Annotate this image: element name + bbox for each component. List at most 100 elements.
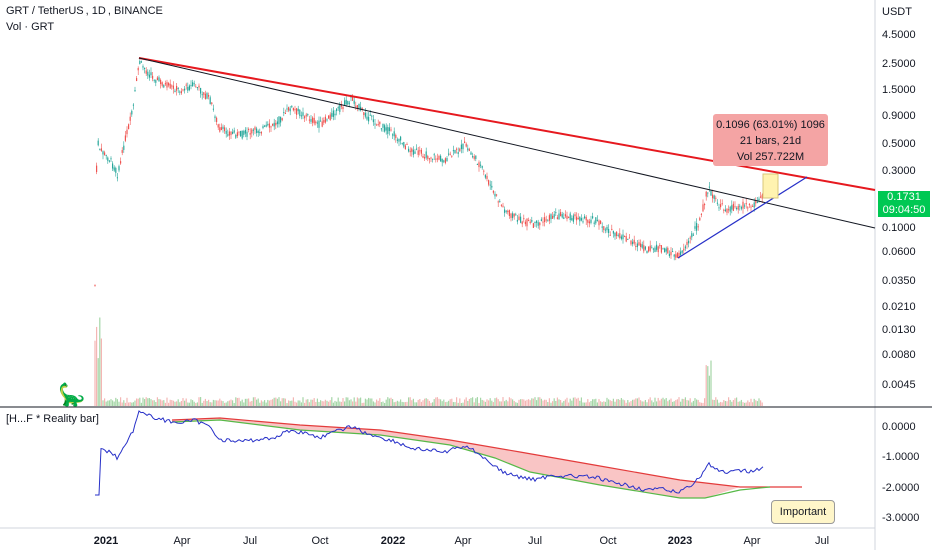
volume-bar [433,399,435,406]
candle-body [489,184,491,186]
candle-body [222,126,224,130]
candle-body [713,195,715,199]
volume-bar [169,399,171,406]
volume-bars [94,317,763,406]
volume-bar [704,398,706,406]
volume-bar [665,397,667,406]
volume-bar [352,401,354,406]
volume-bar [252,397,254,406]
volume-bar [734,398,736,406]
candle-body [110,158,112,160]
candle-body [451,155,453,157]
candle-body [384,125,386,132]
candle-body [465,143,467,147]
volume-bar [99,317,101,406]
candle-body [203,92,205,95]
volume-bar [393,402,395,406]
volume-bar [233,402,235,406]
volume-bar [139,397,141,406]
volume-bar [155,401,157,406]
candle-body [617,234,619,236]
volume-bar [224,402,226,406]
indicator-slow-line [171,417,802,488]
volume-bar [436,397,438,406]
volume-bar [654,397,656,406]
candle-body [510,213,512,218]
candle-body [520,216,522,223]
volume-bar [456,397,458,406]
candle-body [425,151,427,158]
volume-bar [214,400,216,406]
candle-body [201,94,203,96]
candle-body [432,158,434,160]
volume-bar [585,402,587,406]
volume-bar [102,400,104,406]
candle-body [742,201,744,209]
candle-body [313,117,315,124]
volume-legend[interactable]: Vol · GRT [6,21,55,33]
indicator-cloud [172,418,740,498]
candle-body [648,246,650,252]
candle-body [180,91,182,94]
volume-bar [377,400,379,406]
volume-bar [676,399,678,406]
volume-bar [737,401,739,406]
measure-range[interactable] [762,173,779,199]
candle-body [656,244,658,250]
candle-body [177,87,179,89]
indicator-legend[interactable]: [H...F * Reality bar] [6,413,99,425]
candle-body [667,247,669,254]
price-tick-label: 0.0600 [882,246,916,258]
volume-bar [158,399,160,406]
candle-body [521,221,523,225]
time-tick-label: Apr [743,535,760,547]
candle-body [726,208,728,213]
black-trendline[interactable] [138,57,876,229]
volume-bar [489,398,491,406]
candle-body [508,210,510,216]
candle-body [460,144,462,150]
volume-bar [387,397,389,406]
volume-bar [435,397,437,406]
candle-body [550,214,552,220]
volume-bar [160,399,162,406]
volume-bar [692,400,694,406]
volume-bar [188,402,190,406]
exchange: BINANCE [113,5,163,17]
volume-bar [555,400,557,406]
volume-bar [664,399,666,406]
volume-bar [584,402,586,406]
current-price-badge: 0.1731 09:04:50 [878,191,930,217]
volume-bar [342,398,344,406]
candle-body [464,141,466,144]
volume-bar [257,398,259,406]
volume-bar [590,400,592,406]
candle-body [601,226,603,228]
volume-bar [219,398,221,406]
candle-body [472,156,474,158]
volume-bar [638,397,640,406]
candle-body [308,119,310,121]
volume-bar [440,399,442,406]
symbol-title[interactable]: GRT / TetherUS, 1D, BINANCE [6,5,163,17]
candle-body [608,228,610,234]
candle-body [163,84,165,88]
candle-body [219,127,221,132]
volume-bar [502,397,504,406]
candle-body [329,114,331,121]
volume-bar [736,397,738,406]
important-note[interactable]: Important [771,500,835,524]
volume-bar [643,401,645,406]
blue-support-line[interactable] [677,176,808,259]
candle-body [694,226,696,229]
candle-body [632,241,634,245]
volume-bar [246,398,248,406]
volume-bar [294,401,296,406]
volume-bar [606,397,608,406]
red-trendline[interactable] [138,57,876,191]
candle-body [572,215,574,222]
volume-bar [684,397,686,406]
volume-bar [316,398,318,406]
volume-bar [632,399,634,406]
